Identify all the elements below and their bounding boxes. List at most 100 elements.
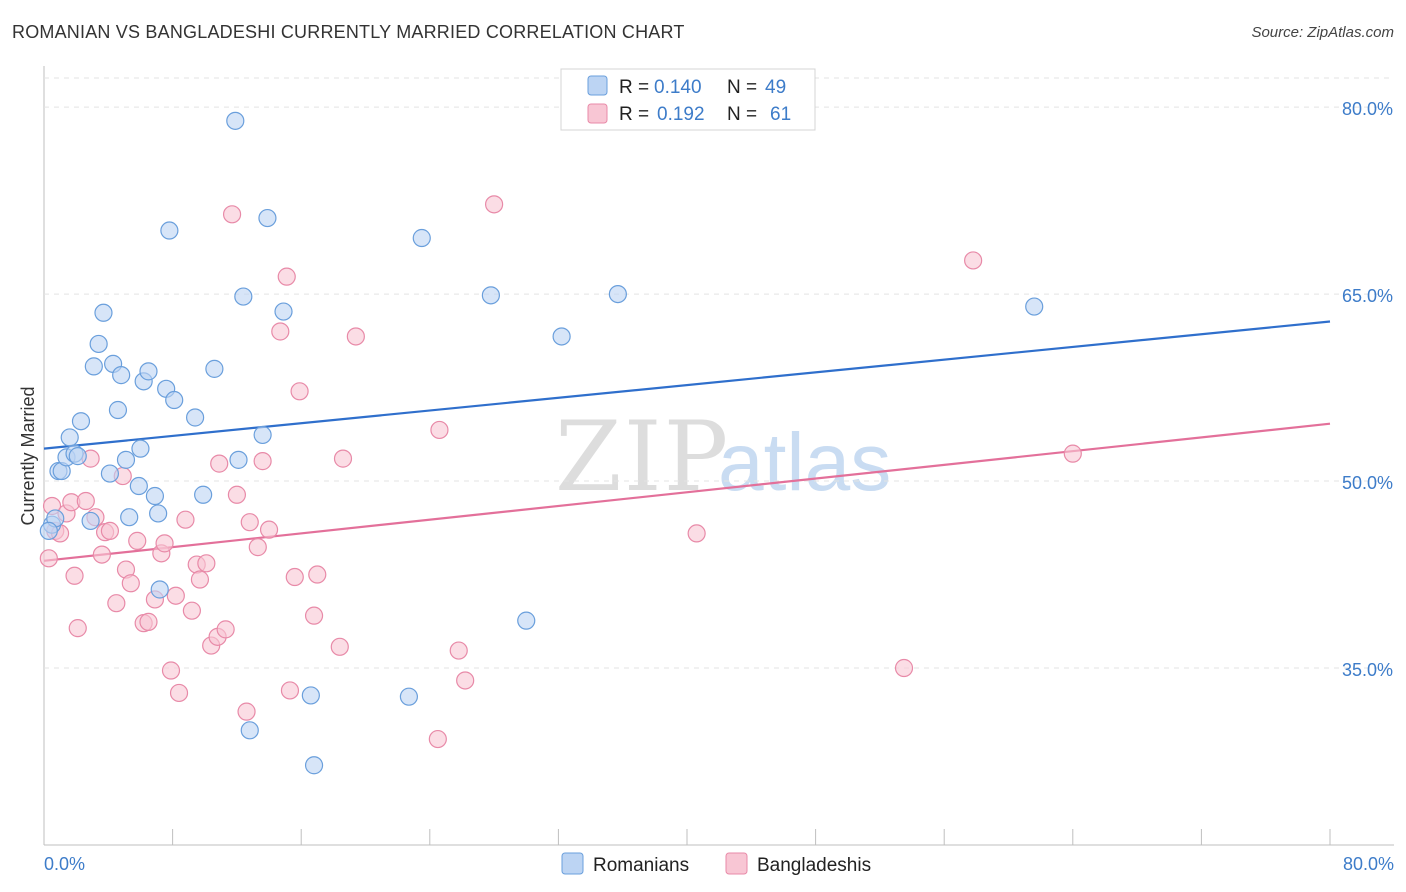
- romanian-point: [129, 476, 148, 496]
- bottom-legend-romanians: Romanians: [593, 855, 689, 876]
- bangladeshi-point: [65, 566, 84, 585]
- romanian-point: [89, 334, 108, 354]
- bangladeshi-point: [68, 619, 87, 638]
- legend-n-label-2: N =: [727, 104, 757, 125]
- bangladeshi-point: [92, 545, 111, 564]
- bangladeshi-point: [280, 681, 300, 700]
- romanian-point: [108, 400, 128, 420]
- romanian-point: [240, 721, 259, 740]
- bangladeshi-point: [304, 606, 324, 625]
- romanian-point: [100, 464, 120, 483]
- bangladeshi-point: [100, 521, 120, 541]
- romanian-point: [412, 228, 431, 248]
- legend: R = 0.140 N = 49 R = 0.192 N = 61: [560, 68, 816, 131]
- bangladeshi-point: [76, 491, 95, 511]
- bottom-legend-swatch-bangladeshis: [725, 852, 748, 875]
- bangladeshi-point: [428, 729, 447, 749]
- bangladeshi-point: [964, 251, 983, 270]
- romanian-point: [229, 450, 248, 469]
- bangladeshi-point: [222, 205, 242, 224]
- romanian-point: [304, 756, 324, 775]
- romanian-point: [149, 504, 168, 523]
- grid-layer: [44, 77, 1394, 669]
- bangladeshi-point: [227, 485, 246, 504]
- bangladeshi-point: [333, 449, 353, 468]
- bangladeshi-point: [166, 586, 185, 605]
- bangladeshi-point: [430, 420, 449, 440]
- bangladeshi-point: [253, 452, 272, 471]
- watermark-atlas: atlas: [718, 417, 891, 508]
- bangladeshi-point: [277, 267, 296, 286]
- chart-title: ROMANIAN VS BANGLADESHI CURRENTLY MARRIE…: [12, 22, 685, 42]
- romanian-point: [94, 303, 113, 322]
- legend-r-label-1: R =: [619, 77, 649, 98]
- y-tick-label-65: 65.0%: [1342, 286, 1393, 306]
- romanian-point: [608, 284, 627, 304]
- romanian-point: [39, 521, 58, 541]
- bangladeshi-point: [1063, 444, 1082, 463]
- legend-r-label-2: R =: [619, 104, 649, 125]
- bangladeshi-point: [308, 565, 327, 584]
- romanian-point: [112, 366, 131, 385]
- romanian-point: [253, 425, 272, 445]
- bangladeshi-point: [190, 570, 210, 589]
- bottom-legend: Romanians Bangladeshis: [561, 852, 871, 876]
- romanian-point: [71, 412, 91, 431]
- scatter-points: [39, 111, 1082, 775]
- romanian-point: [205, 359, 224, 378]
- legend-n-label-1: N =: [727, 77, 757, 98]
- legend-n-value-1: 49: [765, 77, 786, 98]
- romanian-point: [116, 450, 136, 469]
- romanian-point: [552, 327, 571, 346]
- bangladeshi-point: [271, 322, 290, 341]
- y-tick-label-50: 50.0%: [1342, 473, 1393, 493]
- bangladeshi-point: [197, 554, 216, 573]
- legend-r-value-1: 0.140: [654, 77, 702, 98]
- bangladeshi-trend-line: [43, 422, 1331, 562]
- bangladeshi-point: [210, 454, 229, 473]
- x-tick-label-max: 80.0%: [1343, 854, 1394, 874]
- bangladeshi-point: [248, 538, 267, 557]
- bangladeshi-point: [121, 574, 140, 593]
- romanian-point: [226, 111, 245, 130]
- romanian-point: [84, 357, 103, 376]
- bangladeshi-point: [485, 195, 504, 214]
- romanian-point: [517, 611, 536, 630]
- bottom-legend-swatch-romanians: [561, 852, 584, 875]
- bangladeshi-point: [456, 671, 475, 690]
- bangladeshi-point: [290, 382, 309, 401]
- x-ticks: [43, 829, 1331, 845]
- romanian-point: [160, 221, 179, 240]
- romanian-point: [68, 447, 87, 466]
- bangladeshi-point: [169, 683, 189, 703]
- bangladeshi-point: [285, 567, 304, 587]
- bangladeshi-point: [449, 641, 468, 660]
- romanian-point: [120, 508, 139, 527]
- legend-swatch-romanians: [587, 75, 608, 96]
- y-tick-labels: 35.0% 50.0% 65.0% 80.0%: [1342, 99, 1393, 680]
- romanian-point: [139, 362, 158, 381]
- romanian-point: [81, 511, 100, 531]
- bangladeshi-point: [155, 534, 174, 553]
- romanian-point: [274, 302, 293, 321]
- romanian-point: [481, 286, 500, 305]
- romanian-point: [194, 485, 213, 504]
- bangladeshi-point: [894, 658, 914, 678]
- romanian-point: [60, 428, 79, 447]
- bangladeshi-point: [182, 601, 201, 620]
- romanian-point: [234, 287, 253, 306]
- bangladeshi-point: [259, 520, 279, 539]
- romanian-point: [258, 208, 277, 228]
- bangladeshi-point: [128, 531, 147, 550]
- y-tick-label-80: 80.0%: [1342, 99, 1393, 119]
- bangladeshi-point: [687, 524, 706, 543]
- bottom-legend-bangladeshis: Bangladeshis: [757, 855, 871, 876]
- bangladeshi-point: [161, 661, 181, 680]
- bangladeshi-point: [107, 594, 126, 613]
- y-tick-label-35: 35.0%: [1342, 660, 1393, 680]
- romanian-point: [399, 687, 419, 706]
- romanian-point: [145, 486, 165, 506]
- romanian-point: [131, 439, 150, 458]
- bangladeshi-point: [139, 612, 158, 631]
- bangladeshi-point: [240, 513, 259, 532]
